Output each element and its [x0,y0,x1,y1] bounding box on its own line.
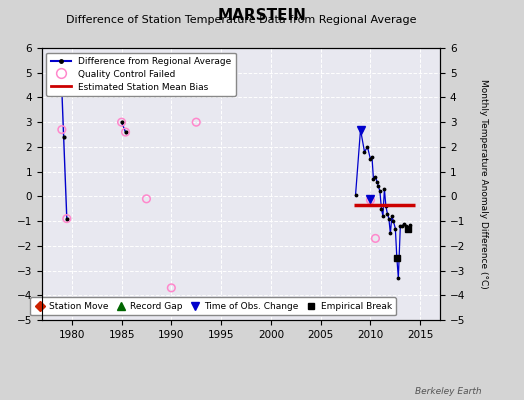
Point [62,216,71,222]
Text: Berkeley Earth: Berkeley Earth [416,387,482,396]
Y-axis label: Monthly Temperature Anomaly Difference (°C): Monthly Temperature Anomaly Difference (… [479,79,488,289]
Point [58,126,66,133]
Legend: Station Move, Record Gap, Time of Obs. Change, Empirical Break: Station Move, Record Gap, Time of Obs. C… [30,298,396,316]
Point [366,197,375,203]
Point [142,196,150,202]
Point [167,285,176,291]
Point [122,129,130,135]
Point [192,119,200,125]
Point [117,119,126,125]
Title: Difference of Station Temperature Data from Regional Average: Difference of Station Temperature Data f… [66,15,416,25]
Point [371,235,379,242]
Text: MARSTEIN: MARSTEIN [217,8,307,23]
